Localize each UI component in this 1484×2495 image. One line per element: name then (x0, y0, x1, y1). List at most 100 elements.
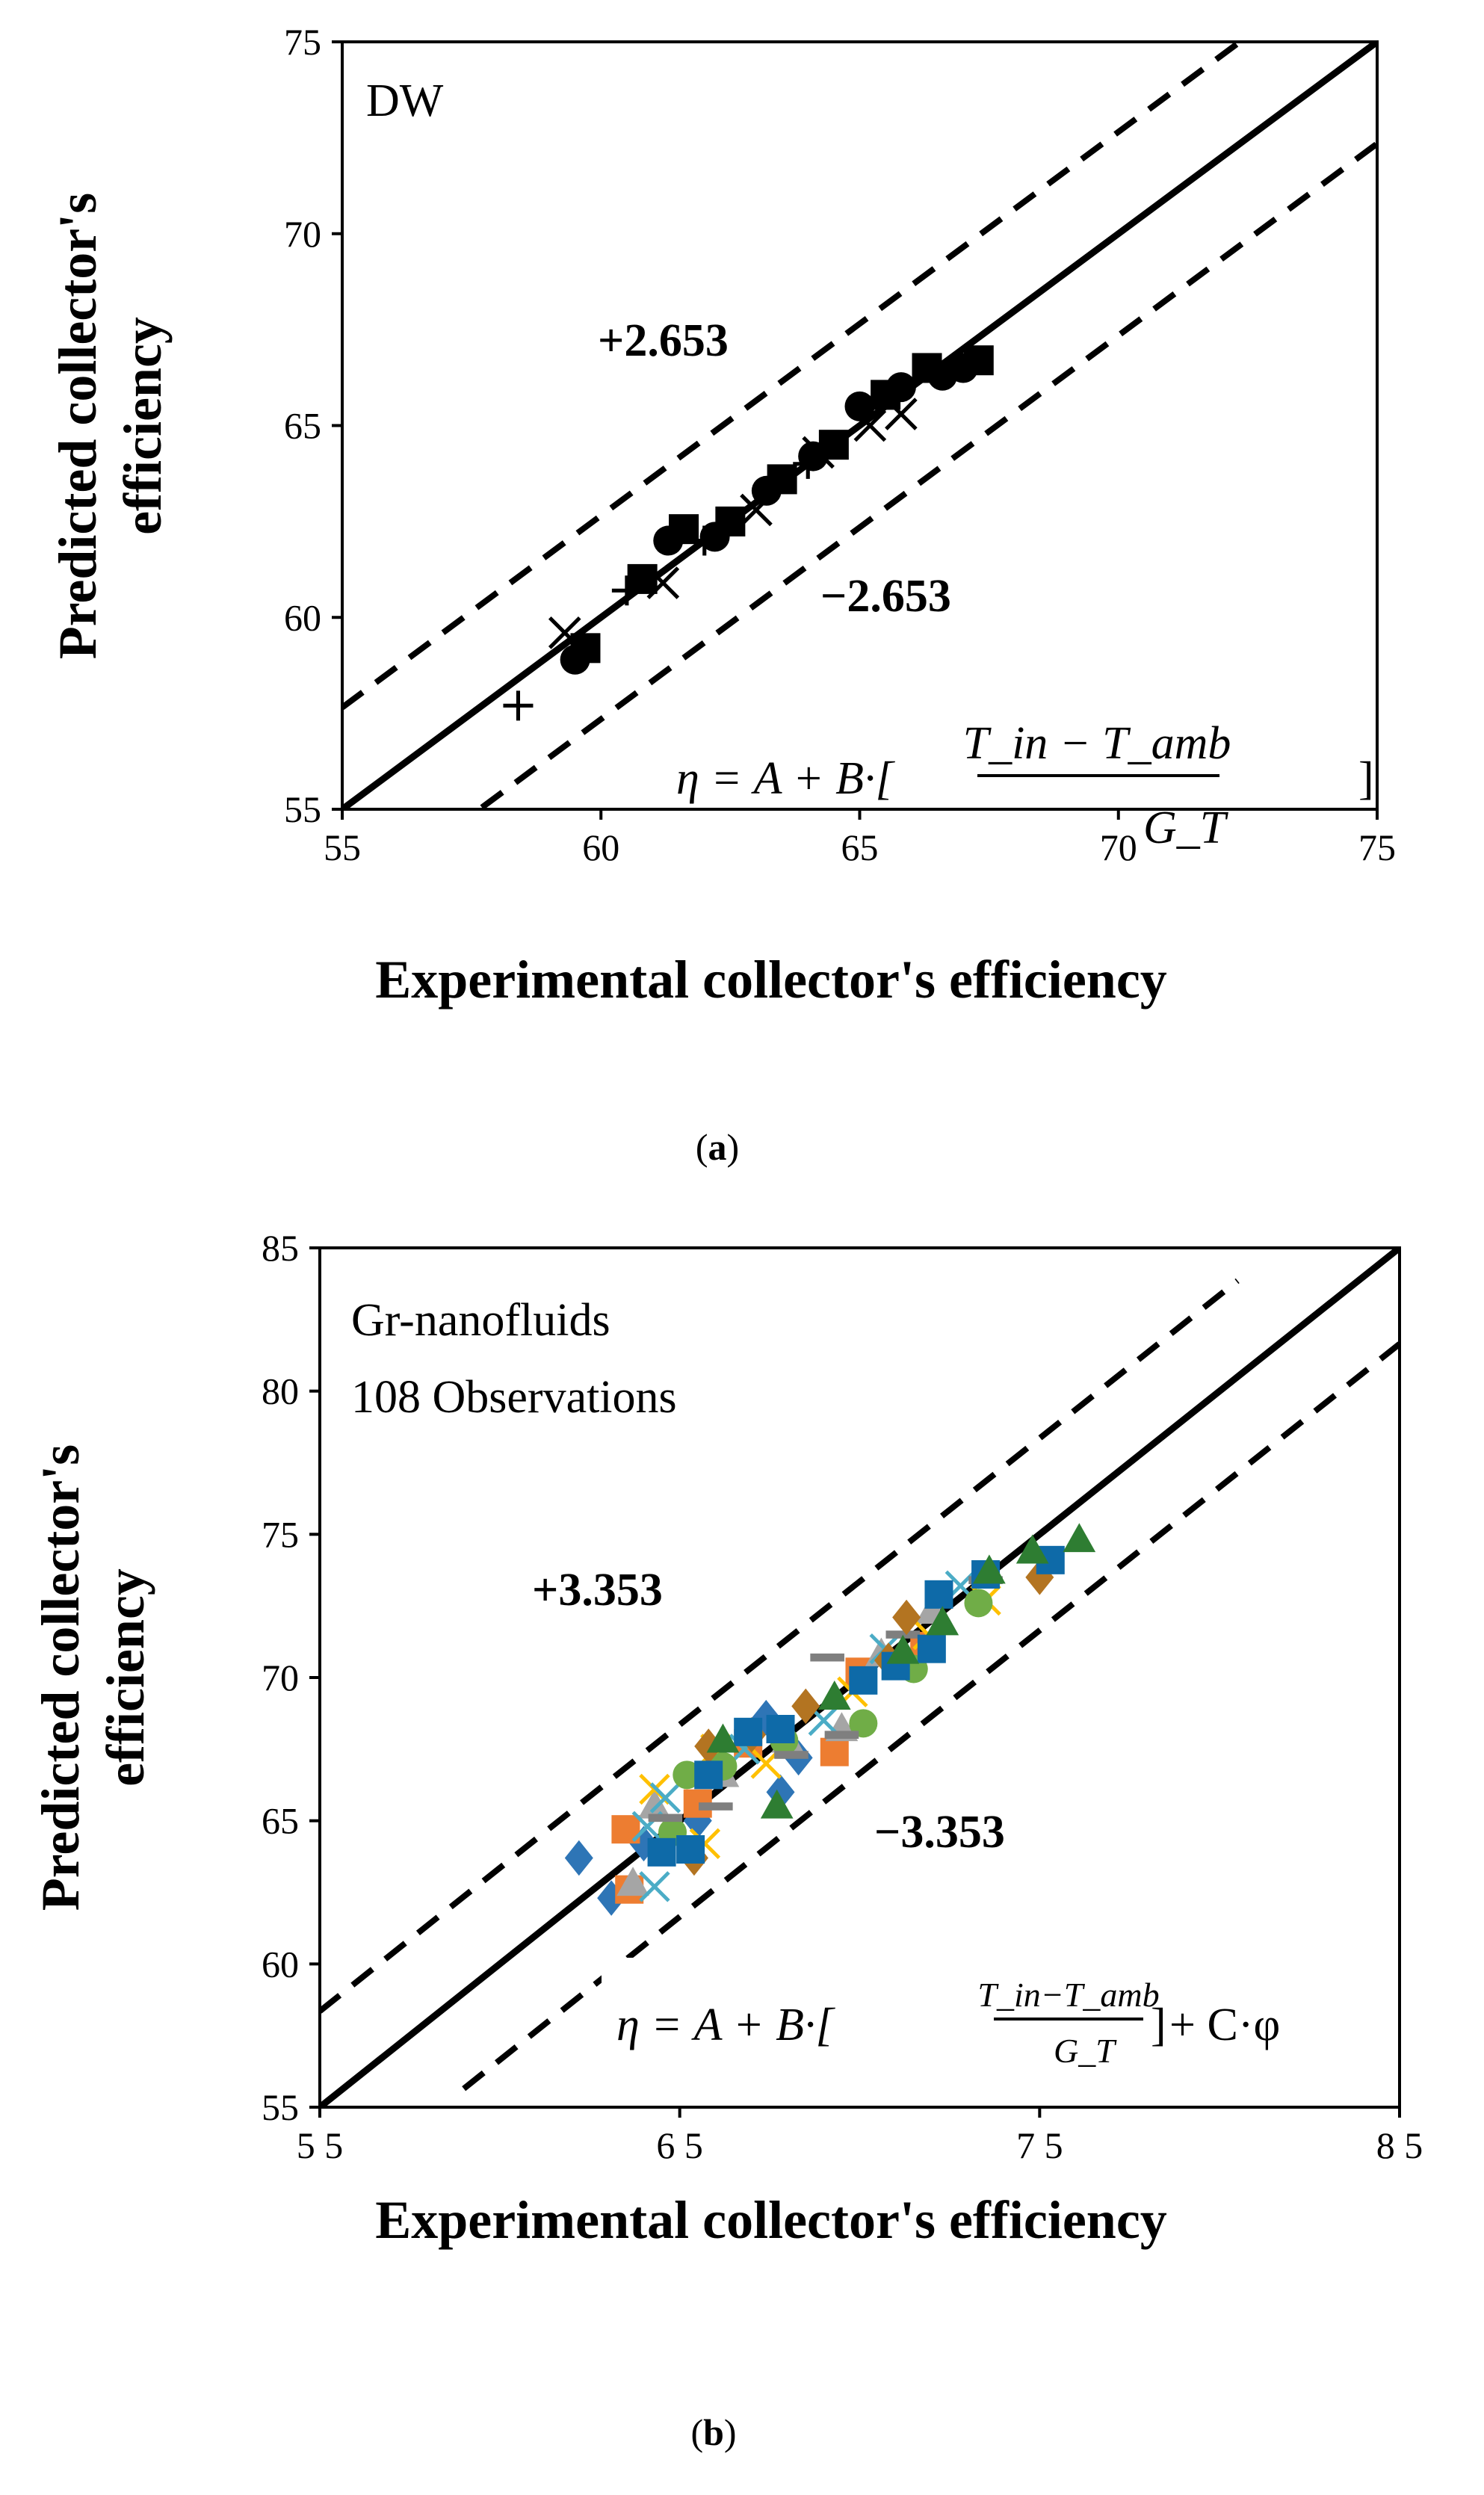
chart-a-series-label: DW (366, 75, 444, 126)
chart-a-equation-denominator: G_T (1143, 803, 1229, 853)
chart-a-lower-band-line (474, 141, 1377, 809)
data-point-gray-triangles (638, 1789, 671, 1819)
data-point-gray-dashes (699, 1802, 733, 1811)
chart-b-equation-numerator: T_in−T_amb (977, 1976, 1159, 2014)
chart-b-lower-band-label: −3.353 (874, 1807, 1005, 1858)
data-point-circles (844, 391, 875, 421)
chart-b-equation-lhs: η = A + B·[ (616, 2000, 836, 2050)
data-point-squares (767, 464, 797, 495)
chart-b-y-axis-label-line2: efficiency (96, 1568, 155, 1787)
chart-a-x-axis-label: Experimental collector's efficiency (375, 950, 1167, 1010)
chart-b-equation-tail: + C·φ (1169, 2000, 1280, 2050)
chart-a-tick-labels: 55 60 65 70 75 55 60 65 70 75 (284, 21, 1396, 868)
chart-b-equation: η = A + B·[ T_in−T_amb G_T ] + C·φ (602, 1958, 1394, 2070)
data-point-pluses (611, 575, 642, 606)
data-point-dark-blue-squares (849, 1666, 878, 1695)
chart-b-caption: (b) (690, 2411, 736, 2453)
data-point-green-circles (673, 1760, 702, 1790)
data-point-dark-blue-squares (734, 1717, 763, 1746)
data-point-crosses (548, 616, 581, 649)
data-point-orange-squares (820, 1737, 849, 1766)
chart-b-series-label: Gr-nanofluids (351, 1295, 610, 1346)
data-point-green-circles (964, 1589, 993, 1618)
data-point-green-triangles (760, 1789, 794, 1819)
chart-a-equation-numerator: T_in − T_amb (963, 718, 1231, 769)
chart-b-equation-bracket: ] (1151, 2000, 1166, 2050)
y-tick-label: 60 (262, 1943, 299, 1985)
x-tick-label: 55 (324, 826, 361, 868)
chart-b-caption-letter: b (703, 2411, 724, 2453)
data-point-pluses (689, 525, 720, 556)
data-point-green-triangles (973, 1554, 1006, 1584)
chart-b-tick-labels: 5 5 6 5 7 5 8 5 55 60 65 70 75 80 85 (262, 1227, 1423, 2166)
chart-a-reference-lines (342, 42, 1377, 809)
data-point-green-triangles (1063, 1523, 1096, 1553)
chart-b-y-axis-label-line1: Predicted collector's (31, 1444, 90, 1911)
data-point-brown-diamonds (791, 1688, 820, 1725)
x-tick-label: 65 (841, 826, 879, 868)
y-tick-label: 85 (262, 1227, 299, 1269)
chart-b-observation-count: 108 Observations (351, 1372, 677, 1423)
data-point-green-triangles (817, 1681, 851, 1710)
data-point-pluses (793, 448, 823, 479)
data-point-gray-dashes (885, 1630, 921, 1639)
chart-a-data-points (503, 345, 994, 721)
data-point-dark-blue-squares (917, 1634, 946, 1663)
data-point-pluses (503, 690, 534, 721)
y-tick-label: 75 (262, 1513, 299, 1555)
x-tick-label: 5 5 (297, 2124, 344, 2166)
x-tick-label: 8 5 (1376, 2124, 1423, 2166)
data-point-squares (871, 380, 901, 410)
chart-a-lower-band-label: −2.653 (820, 571, 951, 622)
data-point-light-blue-x (639, 1871, 670, 1902)
data-point-light-blue-x (649, 1782, 681, 1814)
y-tick-label: 65 (262, 1800, 299, 1842)
chart-a-plot-frame (332, 40, 1379, 820)
data-point-gray-dashes (810, 1653, 844, 1662)
y-tick-label: 55 (262, 2086, 299, 2128)
y-tick-label: 65 (284, 405, 321, 447)
data-point-dark-blue-squares (694, 1760, 723, 1790)
data-point-blue-diamonds (564, 1840, 593, 1876)
data-point-squares (912, 353, 942, 383)
x-tick-label: 75 (1358, 826, 1396, 868)
chart-a-y-axis-label-line1: Predicted collector's (48, 193, 108, 659)
chart-b-equation-denominator: G_T (1054, 2032, 1117, 2070)
chart-a-equation-lhs: η = A + B·[ (676, 753, 896, 804)
data-point-crosses (885, 398, 918, 430)
chart-a-equation: η = A + B·[ T_in − T_amb G_T ] (658, 717, 1375, 853)
x-tick-label: 60 (582, 826, 619, 868)
chart-a-caption: (a) (696, 1126, 739, 1168)
data-point-crosses (646, 566, 680, 599)
y-tick-label: 55 (284, 788, 321, 830)
chart-b-lower-band-line (462, 1341, 1400, 2091)
data-point-squares (963, 345, 994, 376)
chart-b-data-points (564, 1523, 1096, 1916)
chart-b-plot-frame (309, 1246, 1401, 2118)
chart-a-caption-letter: a (708, 1126, 727, 1168)
chart-b-x-axis-label: Experimental collector's efficiency (375, 2190, 1167, 2250)
chart-a-upper-band-line (342, 42, 1245, 710)
data-point-squares (715, 506, 746, 537)
data-point-dark-blue-squares (676, 1835, 705, 1864)
y-tick-label: 70 (262, 1657, 299, 1698)
data-point-green-triangles (926, 1606, 959, 1636)
y-tick-label: 80 (262, 1370, 299, 1412)
data-point-crosses (740, 493, 773, 527)
chart-a-equation-bracket: ] (1358, 753, 1374, 804)
data-point-green-triangles (886, 1634, 920, 1664)
chart-a-upper-band-label: +2.653 (598, 315, 729, 366)
chart-b-upper-band-label: +3.353 (532, 1565, 663, 1616)
x-tick-label: 70 (1100, 826, 1137, 868)
data-point-brown-diamonds (892, 1599, 921, 1636)
x-tick-label: 6 5 (656, 2124, 703, 2166)
data-point-green-triangles (1015, 1534, 1049, 1564)
data-point-dark-blue-squares (766, 1715, 795, 1743)
chart-a: 55 60 65 70 75 55 60 65 70 75 DW +2.653 −2.653 η … (48, 21, 1396, 1168)
data-point-gray-dashes (648, 1814, 683, 1822)
data-point-squares (570, 633, 601, 664)
data-point-gray-dashes (774, 1751, 809, 1759)
data-point-dark-blue-squares (647, 1837, 676, 1867)
chart-a-identity-line (342, 42, 1377, 809)
